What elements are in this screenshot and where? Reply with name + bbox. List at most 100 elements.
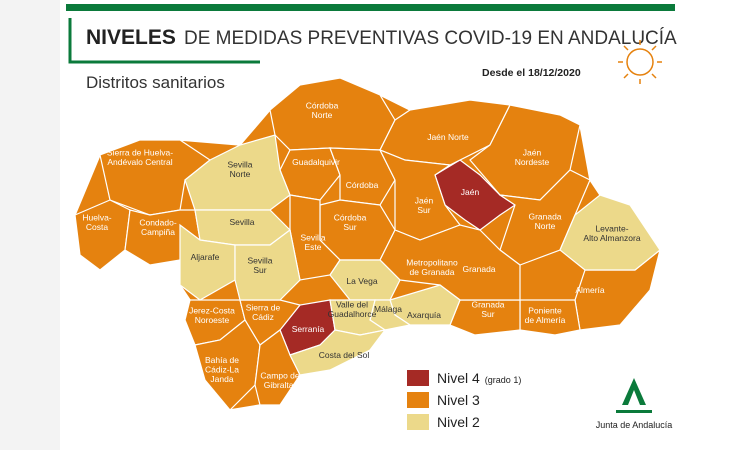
district [559, 194, 661, 271]
district-label-line: Nordeste [515, 157, 550, 167]
district-label: Costa del Sol [319, 350, 370, 360]
district-label-line: Bahía de [205, 355, 239, 365]
district-label: Jaén Norte [427, 132, 469, 142]
district-label: Jerez-Costa Noroeste [189, 306, 235, 326]
district-label-line: Jaén [523, 148, 542, 158]
district-label: Almería [575, 285, 605, 295]
district-label-line: Granada [462, 264, 495, 274]
subtitle: Distritos sanitarios [86, 73, 225, 92]
district-label-line: Sur [481, 309, 494, 319]
district-label-line: Sevilla [300, 233, 325, 243]
district-label-line: de Almería [525, 315, 566, 325]
district-label: Metropolitano de Granada [406, 258, 458, 278]
district-label-line: Córdoba [306, 101, 339, 111]
district-label-line: Sevilla [247, 256, 272, 266]
district-label: Guadalquivir [292, 157, 340, 167]
district-label-line: Noroeste [195, 315, 230, 325]
district-label-line: La Vega [346, 276, 377, 286]
logo-text: Junta de Andalucía [596, 420, 673, 430]
district-label-line: Norte [230, 169, 251, 179]
district-label: Sevilla Norte [227, 160, 252, 180]
district-label: Córdoba [346, 180, 379, 190]
virus-icon [618, 40, 662, 84]
date: Desde el 18/12/2020 [482, 67, 581, 79]
district-label-line: Levante- [595, 224, 628, 234]
district-label-line: Jerez-Costa [189, 306, 235, 316]
district-label: Granada Sur [471, 300, 504, 320]
district-label: Huelva-Costa [82, 213, 111, 233]
district-label-line: Aljarafe [191, 252, 220, 262]
district-label: Valle del Guadalhorce [328, 300, 377, 320]
district-label: Sevilla Sur [247, 256, 272, 276]
district-label: Córdoba Norte [306, 101, 339, 121]
district-label-line: Campiña [141, 227, 175, 237]
legend: Nivel 4 (grado 1) Nivel 3 Nivel 2 [407, 370, 521, 430]
district [234, 228, 301, 301]
district-label: Levante-Alto Almanzora [583, 224, 640, 244]
district-label: Córdoba Sur [334, 213, 367, 233]
district-label-line: Norte [535, 221, 556, 231]
district-label-line: Málaga [374, 304, 402, 314]
district-label-line: Granada [471, 300, 504, 310]
district-label-line: Sur [253, 265, 266, 275]
legend-label: Nivel 2 [437, 414, 480, 430]
district [378, 148, 461, 241]
background-strip [0, 0, 60, 450]
district-label: Bahía de Cádiz-La Janda [205, 355, 239, 384]
district-label-line: Sur [343, 222, 356, 232]
district-label: Sevilla Este [300, 233, 325, 253]
district-label: Campo de Gibraltar [260, 371, 299, 391]
district-label: Jaén Nordeste [515, 148, 550, 168]
district-label-line: de Granada [410, 267, 455, 277]
title-rest: DE MEDIDAS PREVENTIVAS COVID-19 EN ANDAL… [184, 28, 677, 49]
district-label-line: Sevilla [227, 160, 252, 170]
legend-swatch [407, 392, 429, 408]
district-label: Jaén [461, 187, 480, 197]
districts [74, 77, 662, 411]
district-label-line: Huelva- [82, 213, 111, 223]
district-label-line: Metropolitano [406, 258, 458, 268]
district-label: Serranía [292, 324, 325, 334]
district-label-line: Norte [312, 110, 333, 120]
district-label: Axarquía [407, 310, 441, 320]
legend-swatch [407, 414, 429, 430]
district-label: Málaga [374, 304, 402, 314]
district-label-line: Valle del [336, 300, 368, 310]
district-label-line: Almería [575, 285, 605, 295]
district-label-line: Córdoba [334, 213, 367, 223]
district-label-line: Alto Almanzora [583, 233, 640, 243]
logo: Junta de Andalucía [596, 378, 673, 430]
district-label-line: Cádiz-La [205, 365, 239, 375]
district-label-line: Córdoba [346, 180, 379, 190]
district-label: La Vega [346, 276, 377, 286]
district [194, 209, 291, 246]
district-label-line: Condado- [139, 218, 177, 228]
district [269, 77, 396, 151]
district-label-line: Poniente [528, 306, 562, 316]
district-label-line: Sierra de Huelva- [107, 148, 173, 158]
top-bar [66, 4, 675, 11]
district-label-line: Axarquía [407, 310, 441, 320]
legend-note: (grado 1) [485, 375, 522, 385]
district-label-line: Este [304, 242, 321, 252]
title-bold: NIVELES [86, 26, 176, 49]
district-label: Condado-Campiña [139, 218, 177, 238]
district-label-line: Costa [86, 222, 108, 232]
district-label-line: Campo de [260, 371, 299, 381]
district-label-line: Costa del Sol [319, 350, 370, 360]
district-label-line: Jaén Norte [427, 132, 469, 142]
district-label: Sevilla [229, 217, 254, 227]
district-label-line: Guadalquivir [292, 157, 340, 167]
district-label-line: Sierra de [246, 303, 281, 313]
district-label-line: Jaén [415, 196, 434, 206]
district-label-line: Andévalo Central [107, 157, 172, 167]
district [289, 329, 387, 376]
district-label: Aljarafe [191, 252, 220, 262]
district-label-line: Granada [528, 212, 561, 222]
district [434, 159, 517, 231]
district-label-line: Jaén [461, 187, 480, 197]
legend-level: Nivel 2 [437, 414, 480, 430]
